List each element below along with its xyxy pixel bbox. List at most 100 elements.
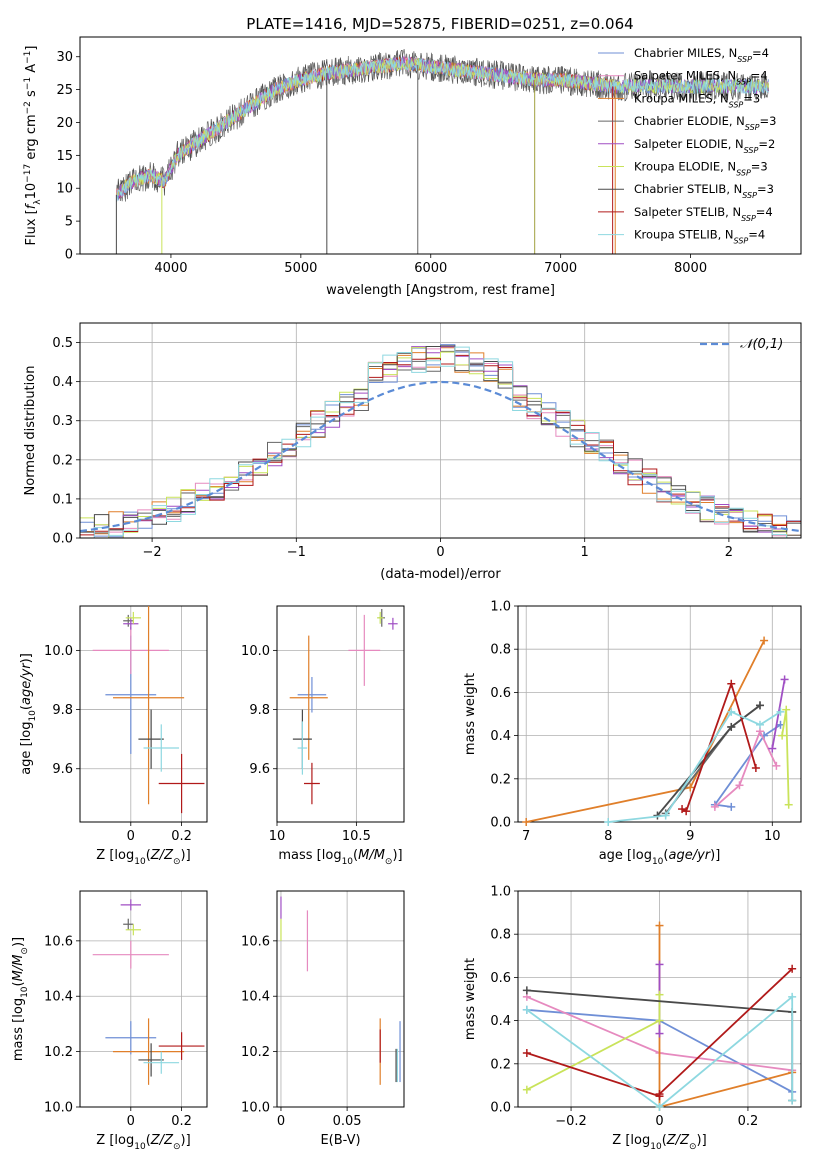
x-tick-label: 10: [269, 829, 286, 844]
axes-frame: [79, 322, 802, 539]
x-tick-label: 0.05: [333, 1114, 362, 1129]
y-tick-label: 10.6: [44, 934, 73, 949]
weight-vs-Z-panel: −0.2 0 0.2 0.0 0.2 0.4 0.6 0.8 1.0 Z [log10(Z/Z⊙)…: [463, 885, 802, 1152]
y-tick-label: 0.8: [490, 643, 511, 658]
legend-entry: Kroupa STELIB, NSSP=4: [634, 228, 765, 246]
legend-entry: Chabrier ELODIE, NSSP=3: [634, 114, 776, 132]
y-tick-label: 0.0: [490, 816, 511, 831]
x-tick-label: 8000: [674, 261, 707, 276]
x-axis-label: E(B-V): [320, 1133, 360, 1148]
legend-entry: Kroupa ELODIE, NSSP=3: [634, 160, 768, 178]
histograms: [80, 344, 801, 538]
residuals-panel: −2 −1 0 1 2 0.0 0.1 0.2 0.3 0.4 0.5 𝒩(0,1) (data-mod…: [23, 322, 802, 582]
axes-frame: [79, 605, 208, 823]
y-tick-label: 0.5: [52, 336, 73, 351]
x-tick-label: 0: [127, 1114, 135, 1129]
y-tick-label: 0.2: [490, 772, 511, 787]
x-axis-label: (data-model)/error: [380, 567, 501, 582]
y-tick-label: 0.6: [490, 971, 511, 986]
y-axis-label: mass weight: [463, 673, 478, 755]
x-tick-label: 0.2: [171, 829, 192, 844]
mass-vs-ebv-panel: 0 0.05 10.0 10.2 10.4 10.6 E(B-V): [241, 890, 405, 1148]
y-tick-label: 5: [65, 215, 73, 230]
x-tick-label: 8: [604, 829, 612, 844]
y-tick-label: 0.3: [52, 414, 73, 429]
error-bars: [280, 896, 401, 1085]
axes-frame: [276, 605, 405, 823]
weight-line: [714, 729, 778, 808]
y-tick-label: 10.4: [241, 990, 270, 1005]
y-axis-label: Flux [fλ10−17 erg cm−2 s−1 A−1]: [23, 46, 43, 246]
legend-entry: Chabrier MILES, NSSP=4: [634, 46, 769, 64]
y-tick-label: 20: [56, 116, 73, 131]
spectrum-line: [116, 56, 769, 202]
error-bars: [289, 608, 398, 805]
x-tick-label: 7000: [544, 261, 577, 276]
spectrum-lines: [115, 49, 769, 254]
y-tick-label: 10.6: [241, 934, 270, 949]
weight-line: [681, 680, 757, 813]
y-tick-label: 0.4: [52, 375, 73, 390]
x-tick-label: 4000: [154, 261, 187, 276]
figure-title: PLATE=1416, MJD=52875, FIBERID=0251, z=0…: [246, 15, 633, 33]
y-tick-label: 10.2: [241, 1045, 270, 1060]
x-tick-label: 7: [522, 829, 530, 844]
y-tick-label: 10.0: [44, 1101, 73, 1116]
y-tick-label: 0.8: [490, 928, 511, 943]
weight-line: [658, 925, 793, 1109]
x-tick-label: 5000: [284, 261, 317, 276]
y-axis-label: mass [log10(M/M⊙)]: [11, 937, 30, 1061]
weight-vs-age-panel: 7 8 9 10 0.0 0.2 0.4 0.6 0.8 1.0 age [log10(age/yr…: [463, 600, 802, 867]
y-tick-label: 0.0: [52, 532, 73, 547]
x-axis-label: mass [log10(M/M⊙)]: [278, 848, 402, 867]
y-tick-label: 1.0: [490, 600, 511, 615]
spectrum-line: [116, 57, 769, 197]
x-tick-label: 0.2: [171, 1114, 192, 1129]
weight-line: [656, 704, 761, 817]
y-tick-label: 10.0: [241, 1101, 270, 1116]
y-tick-label: 9.6: [52, 762, 73, 777]
spectrum-panel: 4000 5000 6000 7000 8000 0 5 10 15 20 25 30 waveleng…: [23, 36, 802, 298]
age-vs-mass-panel: 10 10.5 9.6 9.8 10.0 mass [log10(M/M⊙)]: [241, 605, 405, 867]
x-tick-label: 0: [277, 1114, 285, 1129]
legend-entry: Salpeter STELIB, NSSP=4: [634, 205, 773, 223]
axes-frame: [79, 890, 208, 1108]
legend-entry: 𝒩(0,1): [740, 337, 783, 352]
weight-line: [713, 724, 781, 808]
x-tick-label: 0: [655, 1114, 663, 1129]
y-tick-label: 0.4: [490, 1014, 511, 1029]
x-tick-label: 10.5: [342, 829, 371, 844]
legend-entry: Chabrier STELIB, NSSP=3: [634, 182, 774, 200]
axes-frame: [79, 36, 802, 255]
y-tick-label: 10.2: [44, 1045, 73, 1060]
y-axis-label: mass weight: [463, 958, 478, 1040]
y-tick-label: 1.0: [490, 885, 511, 900]
y-tick-label: 9.8: [249, 703, 270, 718]
spectrum-legend: Chabrier MILES, NSSP=4 Salpeter MILES, NS…: [598, 46, 776, 245]
error-bars: [92, 899, 205, 1085]
y-axis-label: age [log10(age/yr)]: [19, 653, 38, 775]
x-tick-label: 0.2: [738, 1114, 759, 1129]
weight-line: [664, 704, 761, 814]
x-axis-label: age [log10(age/yr)]: [599, 848, 721, 867]
normal-curve: [80, 380, 801, 533]
x-axis-label: Z [log10(Z/Z⊙)]: [612, 1133, 706, 1152]
y-tick-label: 30: [56, 50, 73, 65]
y-tick-label: 0: [65, 248, 73, 263]
y-tick-label: 0.2: [490, 1057, 511, 1072]
y-axis-label: Normed distribution: [23, 366, 38, 496]
y-tick-label: 0.0: [490, 1101, 511, 1116]
y-tick-label: 9.8: [52, 703, 73, 718]
y-tick-label: 0.1: [52, 492, 73, 507]
plot-layer: 4000 5000 6000 7000 8000051015202530waveleng…: [11, 36, 802, 1152]
axes-frame: [517, 605, 802, 823]
y-tick-label: 10.0: [44, 644, 73, 659]
x-tick-label: 6000: [414, 261, 447, 276]
histogram-step: [80, 346, 801, 538]
y-tick-label: 0.2: [52, 453, 73, 468]
x-tick-label: −2: [143, 545, 162, 560]
age-vs-Z-panel: 0 0.2 9.6 9.8 10.0 Z [log10(Z/Z⊙)] age [log10(…: [19, 605, 208, 867]
axes-frame: [276, 890, 405, 1108]
x-axis-label: Z [log10(Z/Z⊙)]: [96, 848, 190, 867]
